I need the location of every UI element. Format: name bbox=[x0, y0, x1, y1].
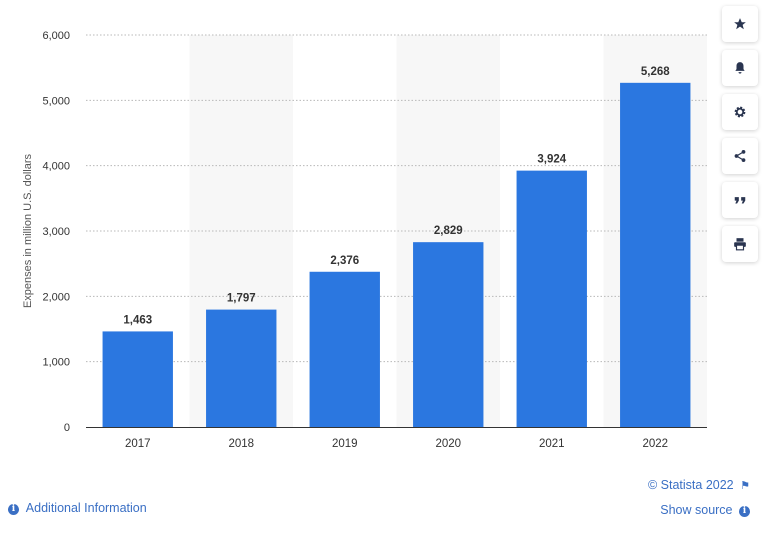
bar-value-label: 2,829 bbox=[434, 225, 463, 237]
gear-icon bbox=[734, 106, 746, 118]
x-tick-label: 2022 bbox=[642, 438, 668, 450]
share-button[interactable] bbox=[722, 138, 758, 174]
print-button[interactable] bbox=[722, 226, 758, 262]
y-tick-label: 0 bbox=[64, 422, 70, 434]
share-icon bbox=[734, 150, 746, 162]
bar bbox=[620, 82, 691, 427]
y-tick-label: 2,000 bbox=[42, 291, 70, 303]
bar bbox=[206, 309, 277, 427]
bell-icon bbox=[735, 62, 745, 74]
bar-chart: 0 1,000 2,000 3,000 4,000 5,000 6,000 1,463 1,7… bbox=[22, 30, 707, 450]
star-icon bbox=[734, 18, 746, 30]
info-icon: i bbox=[8, 504, 19, 515]
x-tick-label: 2021 bbox=[539, 438, 565, 450]
y-tick-label: 4,000 bbox=[42, 161, 70, 173]
bar-value-label: 1,463 bbox=[123, 314, 152, 326]
show-source-text: Show source bbox=[660, 503, 733, 517]
bar-value-label: 1,797 bbox=[227, 293, 256, 305]
info-icon: i bbox=[739, 506, 750, 517]
x-axis-ticks: 2017 2018 2019 2020 2021 2022 bbox=[125, 438, 668, 450]
quote-icon bbox=[734, 197, 746, 204]
bar bbox=[413, 242, 484, 427]
copyright-text: © Statista 2022 bbox=[647, 478, 734, 492]
show-source-link[interactable]: Show source i bbox=[660, 503, 750, 517]
y-tick-label: 5,000 bbox=[42, 95, 70, 107]
x-tick-label: 2020 bbox=[435, 438, 461, 450]
bar-value-label: 2,376 bbox=[330, 255, 359, 267]
cite-button[interactable] bbox=[722, 182, 758, 218]
favorite-button[interactable] bbox=[722, 6, 758, 42]
bar bbox=[309, 271, 380, 427]
copyright-link[interactable]: © Statista 2022 ⚑ bbox=[648, 478, 750, 492]
notification-button[interactable] bbox=[722, 50, 758, 86]
x-tick-label: 2019 bbox=[332, 438, 358, 450]
x-tick-label: 2017 bbox=[125, 438, 151, 450]
bars bbox=[102, 82, 691, 427]
flag-icon: ⚑ bbox=[740, 480, 750, 492]
additional-info-text: Additional Information bbox=[25, 501, 147, 515]
additional-info-link[interactable]: i Additional Information bbox=[8, 501, 147, 515]
action-sidebar bbox=[722, 6, 760, 270]
bar-value-labels: 1,463 1,797 2,376 2,829 3,924 5,268 bbox=[123, 66, 670, 327]
bar bbox=[516, 170, 587, 427]
settings-button[interactable] bbox=[722, 94, 758, 130]
y-axis-label: Expenses in million U.S. dollars bbox=[22, 153, 34, 308]
y-tick-label: 6,000 bbox=[42, 30, 70, 42]
y-tick-label: 3,000 bbox=[42, 226, 70, 238]
y-tick-label: 1,000 bbox=[42, 357, 70, 369]
y-axis-ticks: 0 1,000 2,000 3,000 4,000 5,000 6,000 bbox=[42, 30, 70, 434]
x-tick-label: 2018 bbox=[228, 438, 254, 450]
bar-value-label: 3,924 bbox=[537, 154, 566, 166]
bar-value-label: 5,268 bbox=[641, 66, 670, 78]
bar bbox=[102, 331, 173, 427]
print-icon bbox=[734, 238, 746, 251]
